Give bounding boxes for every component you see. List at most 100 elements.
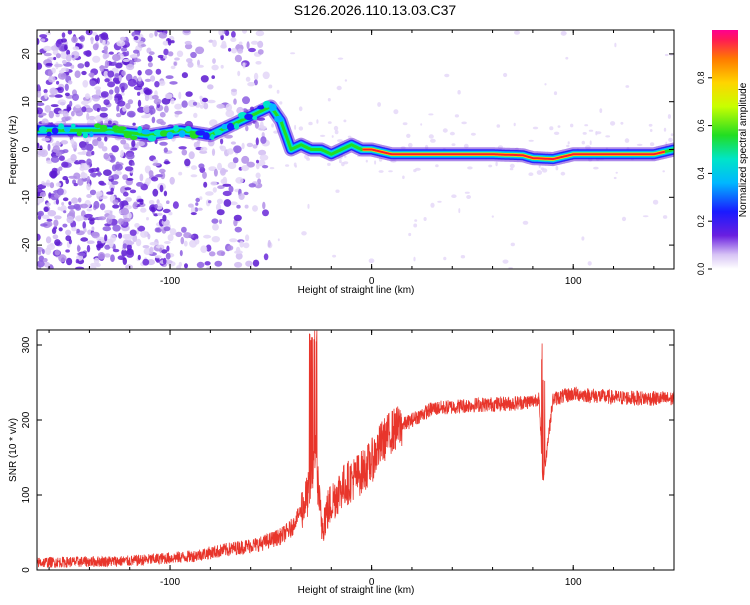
noise-blob — [262, 126, 267, 130]
noise-blob — [167, 51, 174, 57]
noise-blob — [248, 47, 256, 53]
noise-blob — [76, 216, 81, 222]
noise-blob — [146, 217, 149, 221]
colorbar-tick-label: 0.2 — [696, 215, 706, 228]
noise-blob — [84, 61, 90, 68]
noise-blob — [228, 47, 232, 52]
ridge-blob — [214, 129, 223, 136]
noise-blob — [187, 61, 194, 68]
noise-blob-faint — [522, 220, 529, 225]
noise-blob — [120, 92, 125, 96]
noise-blob — [137, 70, 142, 76]
noise-blob — [46, 243, 56, 251]
noise-blob — [41, 137, 51, 142]
noise-blob — [208, 251, 216, 257]
noise-blob — [99, 203, 106, 211]
noise-blob — [170, 65, 176, 70]
noise-blob-faint — [595, 131, 598, 136]
noise-blob — [49, 182, 55, 189]
noise-blob — [125, 197, 132, 202]
noise-blob-faint — [581, 236, 585, 241]
ridge-blob — [82, 132, 89, 139]
ridge-blob — [71, 123, 76, 128]
noise-blob — [120, 207, 130, 216]
noise-blob — [148, 170, 154, 178]
noise-blob — [243, 191, 249, 196]
noise-blob — [65, 54, 72, 62]
noise-blob-faint — [496, 124, 501, 128]
noise-blob-faint — [620, 121, 624, 125]
noise-blob — [166, 245, 170, 252]
noise-blob-faint — [461, 121, 467, 125]
noise-blob — [230, 37, 237, 42]
noise-blob — [256, 159, 259, 164]
noise-blob — [190, 206, 196, 214]
noise-blob — [180, 236, 185, 245]
noise-blob-faint — [509, 167, 514, 171]
noise-blob — [108, 176, 112, 180]
noise-blob — [258, 149, 267, 156]
noise-blob — [80, 237, 89, 242]
noise-blob — [155, 202, 163, 210]
noise-blob — [104, 234, 108, 242]
noise-blob — [227, 245, 234, 251]
noise-blob-faint — [333, 125, 339, 131]
snr-panel: -100 0 100 0 100 200 300 Height of straight li… — [8, 329, 675, 596]
noise-blob-faint — [414, 167, 421, 171]
snr-ytick-label: 200 — [21, 411, 32, 428]
noise-blob — [108, 240, 114, 248]
noise-blob — [37, 260, 45, 268]
noise-blob-faint — [565, 56, 569, 60]
noise-blob — [101, 39, 106, 46]
noise-blob — [101, 146, 108, 152]
ridge-blob — [130, 135, 138, 141]
noise-blob-faint — [402, 175, 405, 180]
noise-blob — [62, 149, 69, 154]
noise-blob — [85, 107, 94, 113]
colorbar-tick-label: 0.8 — [696, 72, 706, 85]
noise-blob-faint — [428, 113, 434, 116]
noise-blob — [87, 150, 91, 157]
noise-blob — [190, 212, 197, 216]
noise-blob — [248, 183, 256, 188]
noise-blob — [197, 59, 200, 67]
noise-blob — [211, 236, 220, 243]
noise-blob — [107, 214, 116, 220]
noise-blob — [69, 100, 73, 107]
noise-blob — [194, 238, 200, 245]
noise-blob — [117, 100, 126, 107]
noise-blob — [62, 176, 68, 181]
noise-blob — [71, 110, 75, 117]
noise-blob — [41, 248, 45, 255]
noise-blob — [111, 145, 119, 153]
noise-blob — [103, 169, 112, 176]
noise-blob — [81, 100, 89, 106]
noise-blob — [57, 99, 67, 106]
spectrogram-xtick-label: -100 — [160, 276, 180, 287]
noise-blob — [157, 54, 165, 59]
ridge-blob — [252, 116, 258, 120]
spectrogram-xlabel: Height of straight line (km) — [298, 285, 415, 296]
noise-blob-faint — [413, 223, 418, 228]
noise-blob-faint — [335, 189, 340, 193]
noise-blob — [139, 199, 144, 205]
ridge-blob — [63, 127, 71, 133]
noise-blob — [149, 246, 154, 255]
noise-blob — [183, 30, 191, 34]
noise-blob — [188, 151, 195, 160]
ridge-blob — [234, 123, 240, 130]
noise-blob — [155, 244, 164, 249]
noise-blob — [145, 177, 152, 185]
noise-blob — [43, 261, 51, 268]
noise-blob — [212, 223, 219, 231]
noise-blob-faint — [327, 98, 331, 102]
noise-blob — [100, 32, 109, 40]
noise-blob — [46, 202, 51, 207]
noise-blob — [120, 139, 127, 145]
noise-blob-faint — [540, 167, 545, 170]
noise-blob — [47, 210, 57, 217]
noise-blob — [40, 38, 46, 42]
noise-blob — [184, 40, 192, 45]
noise-blob — [44, 92, 48, 100]
noise-blob — [88, 115, 96, 121]
